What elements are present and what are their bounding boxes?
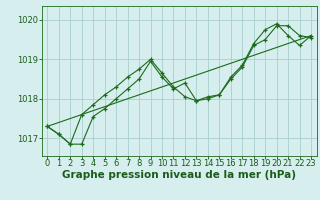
X-axis label: Graphe pression niveau de la mer (hPa): Graphe pression niveau de la mer (hPa) [62, 170, 296, 180]
